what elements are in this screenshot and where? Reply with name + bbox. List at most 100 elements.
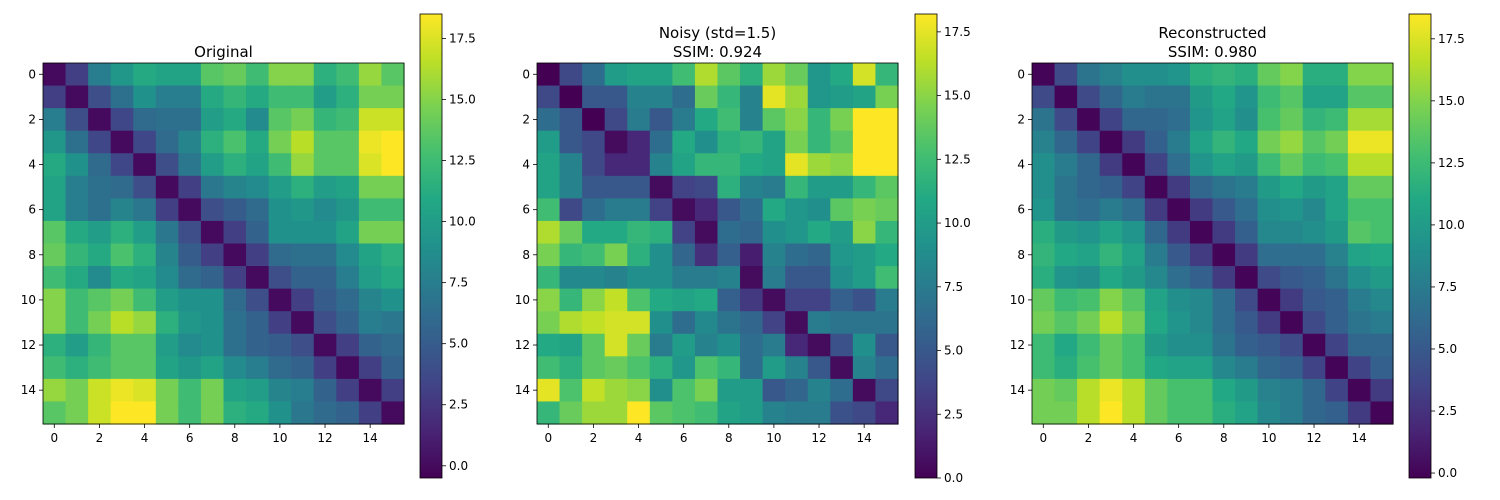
heatmap-cell: [1122, 153, 1146, 177]
heatmap-cell: [1347, 175, 1372, 199]
y-tick-label: 10: [21, 293, 36, 307]
heatmap-cell: [291, 175, 315, 199]
heatmap-cell: [830, 108, 854, 132]
heatmap-cell: [1032, 243, 1056, 267]
heatmap-cell: [313, 175, 337, 199]
heatmap-cell: [852, 175, 877, 199]
heatmap-cell: [1370, 243, 1394, 267]
heatmap-cell: [65, 130, 89, 154]
heatmap-cell: [537, 266, 561, 290]
heatmap-cell: [1099, 401, 1123, 425]
colorbar-tick-label: 0.0: [1438, 466, 1457, 480]
heatmap-cell: [717, 288, 741, 312]
heatmap-cell: [1235, 108, 1259, 132]
heatmap-cell: [807, 401, 831, 425]
heatmap-cell: [1370, 288, 1394, 312]
heatmap-cell: [627, 356, 651, 380]
heatmap-cell: [313, 130, 337, 154]
heatmap-cell: [627, 198, 651, 222]
heatmap-cell: [762, 198, 786, 222]
heatmap-cell: [875, 288, 899, 312]
heatmap-cell: [1302, 108, 1326, 132]
heatmap-cell: [852, 378, 877, 403]
heatmap-cell: [1325, 401, 1349, 425]
heatmap-cell: [88, 311, 112, 335]
heatmap-cell: [694, 153, 719, 177]
heatmap-cell: [1099, 266, 1123, 290]
x-tick-label: 8: [231, 431, 239, 445]
heatmap-cell: [1144, 288, 1168, 312]
y-tick-label: 0: [1017, 67, 1025, 81]
y-tick-label: 10: [1010, 293, 1025, 307]
heatmap-cell: [649, 378, 673, 403]
heatmap-cell: [582, 266, 606, 290]
heatmap-cell: [717, 220, 741, 245]
heatmap-cell: [1032, 288, 1056, 312]
heatmap-cell: [133, 130, 157, 154]
heatmap-cell: [1370, 266, 1394, 290]
heatmap-cell: [133, 175, 157, 199]
heatmap-cell: [1235, 288, 1259, 312]
heatmap-cell: [537, 63, 561, 87]
heatmap-cell: [1257, 288, 1281, 312]
heatmap-cell: [582, 108, 606, 132]
heatmap-cell: [178, 378, 202, 403]
heatmap-cell: [178, 401, 202, 425]
x-tick-label: 10: [1261, 431, 1276, 445]
heatmap-cell: [268, 198, 292, 222]
heatmap-cell: [785, 108, 809, 132]
heatmap-cell: [178, 153, 202, 177]
heatmap-cell: [740, 266, 764, 290]
heatmap-cell: [1212, 243, 1236, 267]
heatmap-cell: [178, 243, 202, 267]
x-tick-label: 12: [1306, 431, 1321, 445]
heatmap-cell: [1347, 130, 1372, 154]
heatmap-cell: [807, 243, 831, 267]
heatmap-cell: [785, 130, 809, 154]
heatmap-cell: [313, 401, 337, 425]
heatmap-cell: [875, 63, 899, 87]
heatmap-cell: [1302, 333, 1326, 357]
heatmap-cell: [1257, 130, 1281, 154]
heatmap-cell: [672, 220, 696, 245]
heatmap-cell: [649, 175, 673, 199]
heatmap-cell: [537, 175, 561, 199]
heatmap-cell: [604, 153, 628, 177]
heatmap-cell: [1122, 311, 1146, 335]
heatmap-cell: [582, 288, 606, 312]
heatmap-cell: [1280, 333, 1304, 357]
heatmap-cell: [740, 401, 764, 425]
y-tick-label: 14: [515, 383, 530, 397]
heatmap-cell: [672, 85, 696, 109]
heatmap-cell: [785, 356, 809, 380]
heatmap-cell: [155, 130, 179, 154]
heatmap-cells: [1032, 63, 1394, 425]
heatmap-cell: [358, 333, 383, 357]
heatmap-cell: [627, 378, 651, 403]
heatmap-cell: [1054, 153, 1078, 177]
heatmap-cell: [1212, 220, 1236, 245]
heatmap-cell: [358, 198, 383, 222]
heatmap-cell: [1054, 130, 1078, 154]
heatmap-cell: [110, 401, 134, 425]
heatmap-cell: [1054, 356, 1078, 380]
colorbar-tick-label: 10.0: [449, 215, 476, 229]
colorbar-tick-label: 17.5: [944, 25, 971, 39]
y-tick-label: 6: [1017, 203, 1025, 217]
heatmap-cell: [672, 333, 696, 357]
heatmap-cell: [830, 378, 854, 403]
heatmap-cell: [1077, 153, 1101, 177]
heatmap-cell: [43, 288, 67, 312]
panel-title-line: Noisy (std=1.5): [659, 24, 776, 42]
heatmap-cell: [65, 356, 89, 380]
heatmap-cell: [110, 63, 134, 87]
heatmap-cell: [1257, 63, 1281, 87]
heatmap-cell: [1144, 266, 1168, 290]
heatmap-cell: [559, 311, 583, 335]
heatmap-cell: [291, 63, 315, 87]
heatmap-cell: [1054, 401, 1078, 425]
heatmap-cell: [133, 198, 157, 222]
colorbar-tick-label: 17.5: [1438, 32, 1465, 46]
heatmap-cell: [1257, 108, 1281, 132]
heatmap-cell: [246, 378, 270, 403]
